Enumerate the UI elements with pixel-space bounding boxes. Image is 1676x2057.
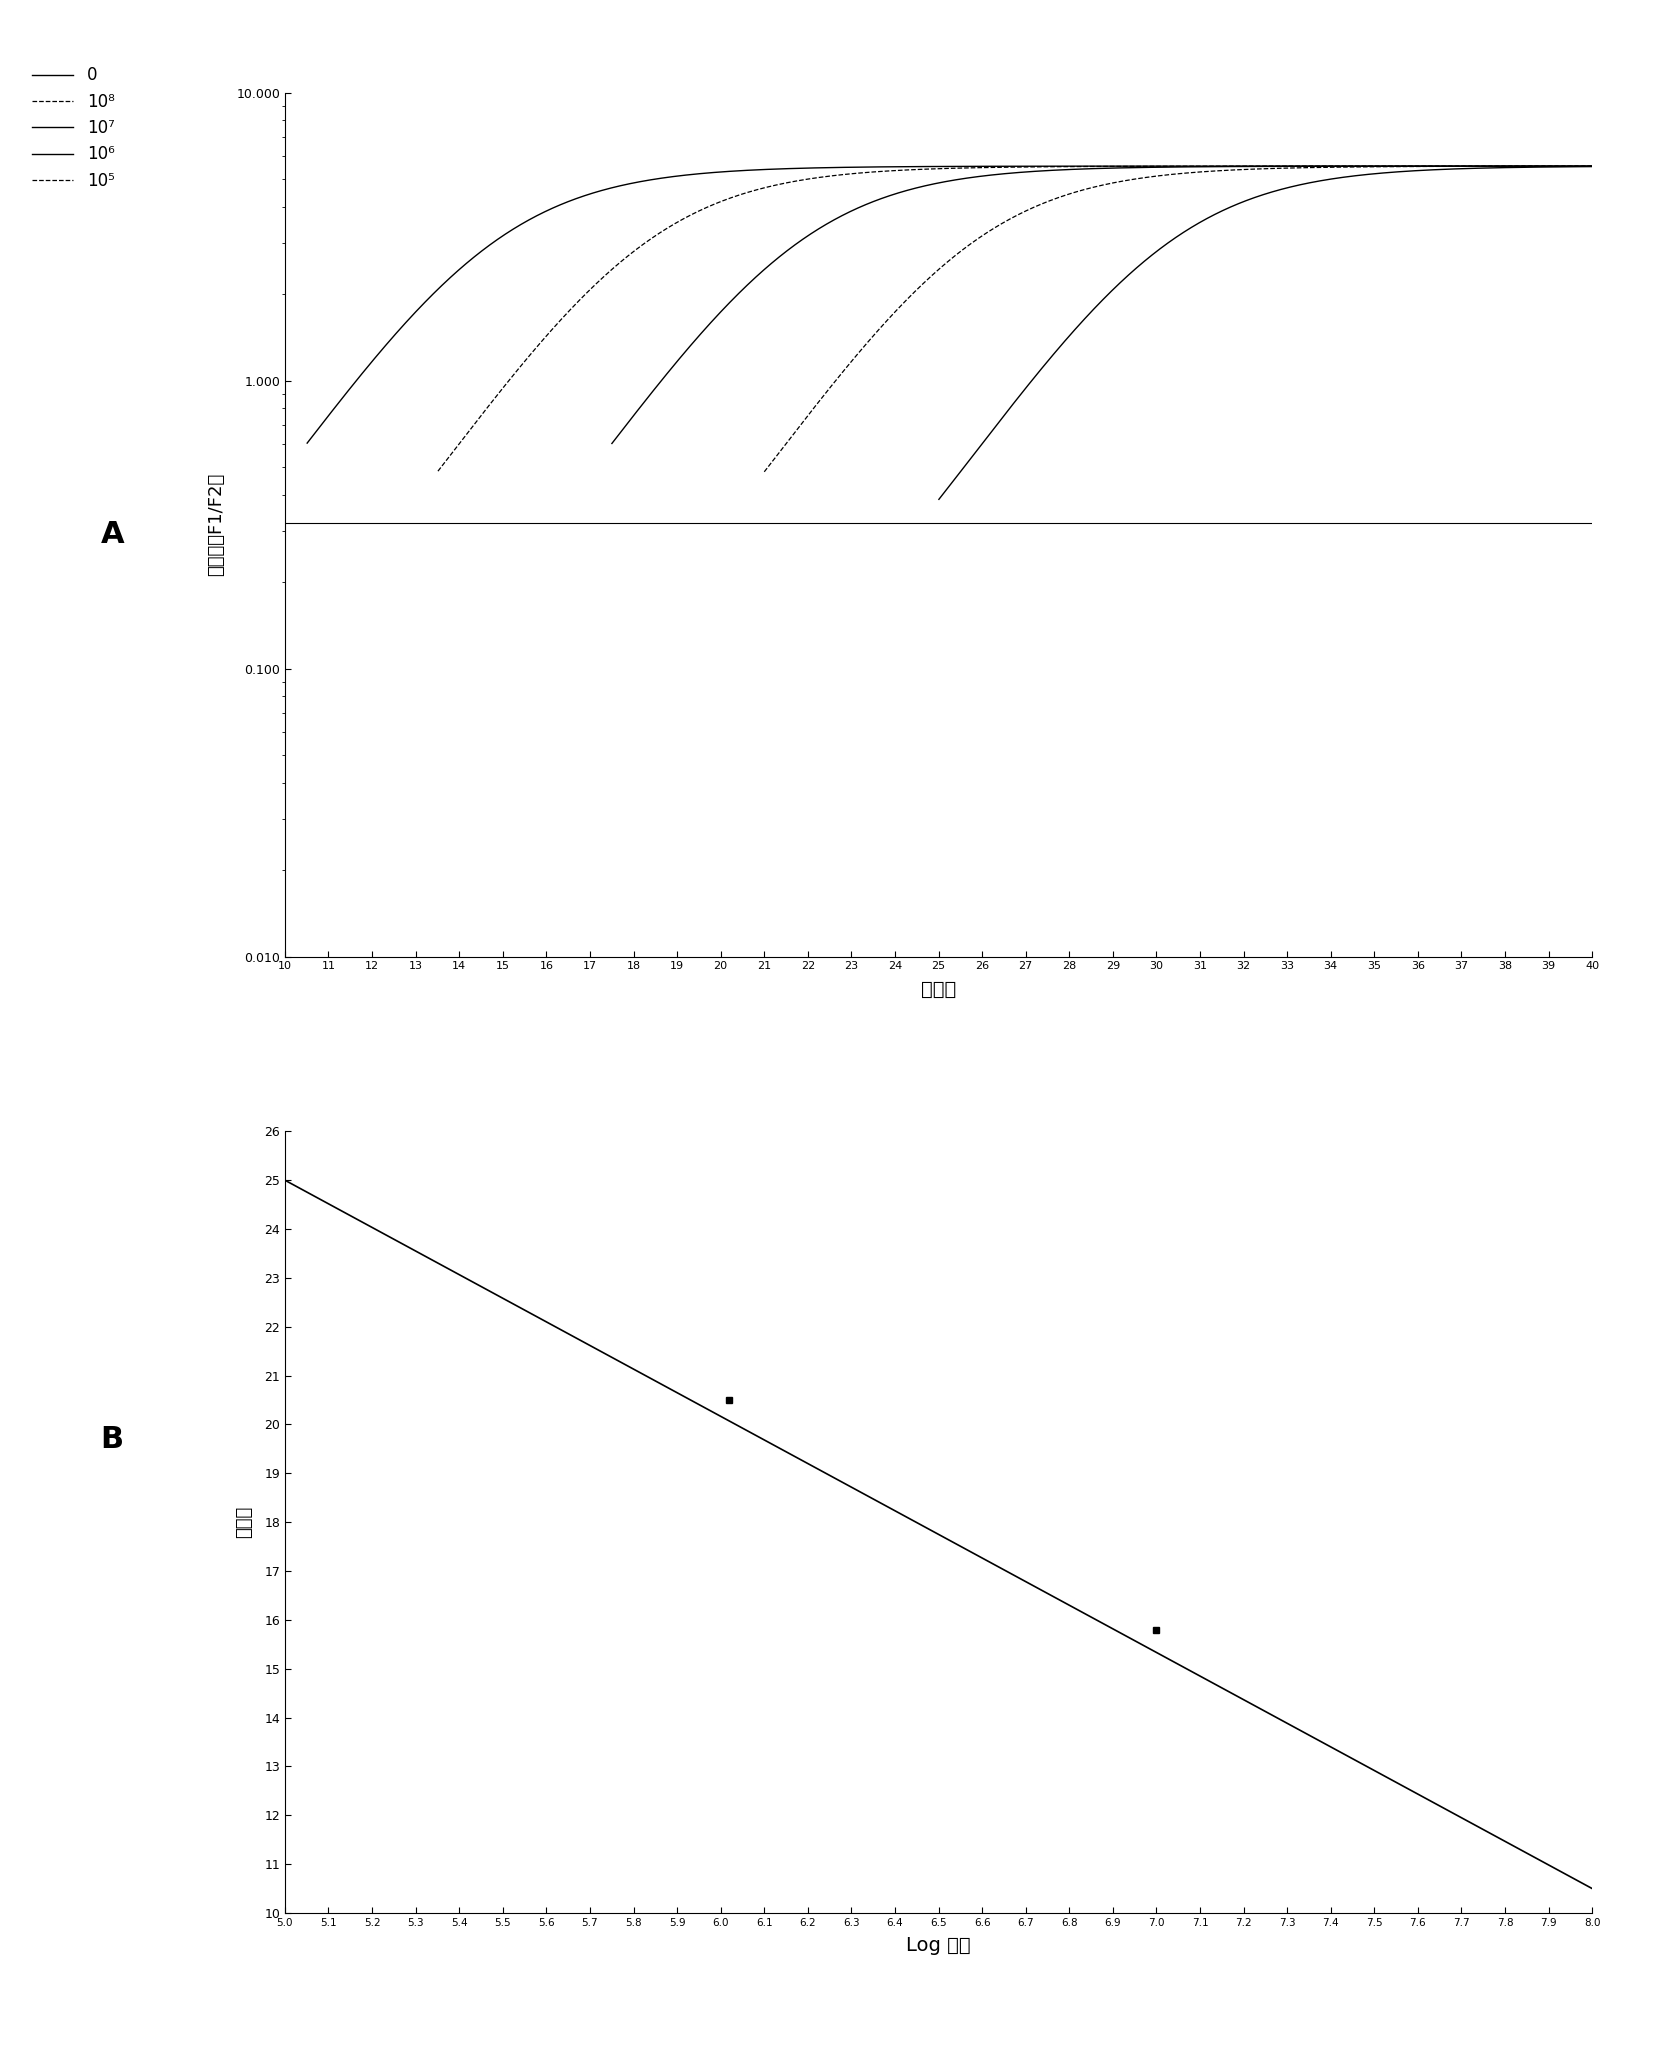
X-axis label: Log 浓度: Log 浓度: [907, 1936, 970, 1956]
Text: A: A: [101, 520, 124, 549]
Y-axis label: 荧光値（F1/F2）: 荧光値（F1/F2）: [208, 473, 225, 576]
Legend: 0, 10⁸, 10⁷, 10⁶, 10⁵: 0, 10⁸, 10⁷, 10⁶, 10⁵: [25, 60, 121, 195]
Text: B: B: [101, 1426, 124, 1454]
X-axis label: 循环数: 循环数: [920, 979, 957, 1000]
Y-axis label: 循环数: 循环数: [235, 1506, 253, 1539]
